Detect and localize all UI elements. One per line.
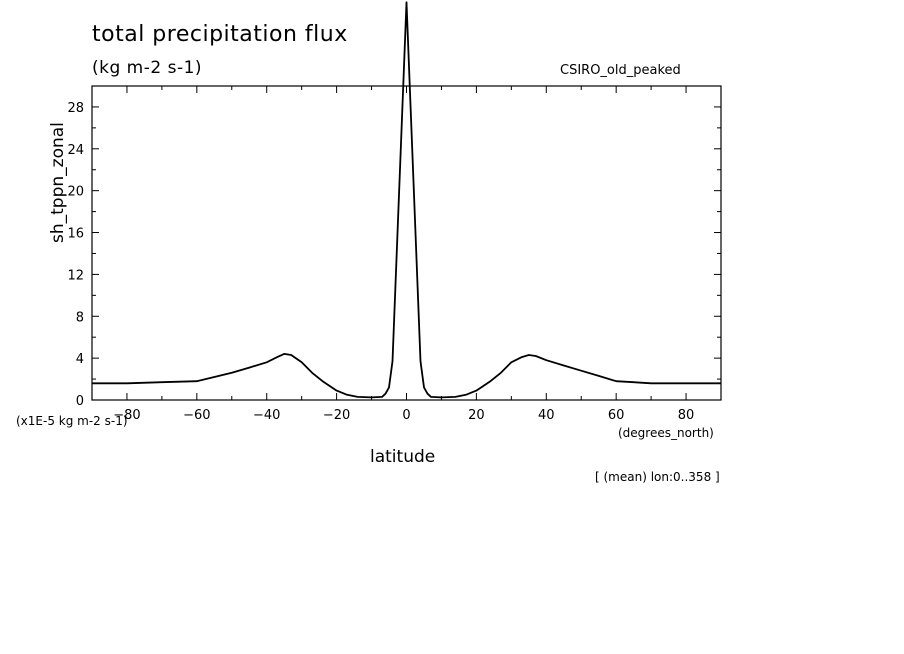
x-tick-label: 0 [402, 408, 410, 423]
x-axis-unit: (degrees_north) [618, 426, 714, 440]
x-tick-label: −20 [323, 408, 350, 423]
x-tick-label: −40 [253, 408, 280, 423]
y-axis-unit: (x1E-5 kg m-2 s-1) [16, 414, 128, 428]
y-tick-label: 0 [76, 394, 84, 409]
x-tick-label: 20 [468, 408, 485, 423]
x-tick-label: 80 [678, 408, 695, 423]
dataset-label: CSIRO_old_peaked [560, 63, 681, 78]
plot-frame [91, 85, 722, 401]
y-tick-label: 4 [76, 352, 84, 367]
x-tick-label: −80 [113, 408, 140, 423]
averaging-footnote: [ (mean) lon:0..358 ] [595, 470, 720, 484]
y-tick-label: 28 [67, 101, 84, 116]
x-tick-label: −60 [183, 408, 210, 423]
x-tick-label: 40 [538, 408, 555, 423]
y-tick-label: 20 [67, 185, 84, 200]
y-tick-label: 24 [67, 143, 84, 158]
x-axis-label: latitude [370, 447, 436, 467]
chart-units-subtitle: (kg m-2 s-1) [92, 58, 203, 78]
chart-title: total precipitation flux [92, 22, 348, 47]
y-tick-label: 8 [76, 310, 84, 325]
y-tick-label: 12 [67, 268, 84, 283]
y-tick-label: 16 [67, 227, 84, 242]
x-tick-label: 60 [608, 408, 625, 423]
series-line-0 [92, 1, 721, 399]
